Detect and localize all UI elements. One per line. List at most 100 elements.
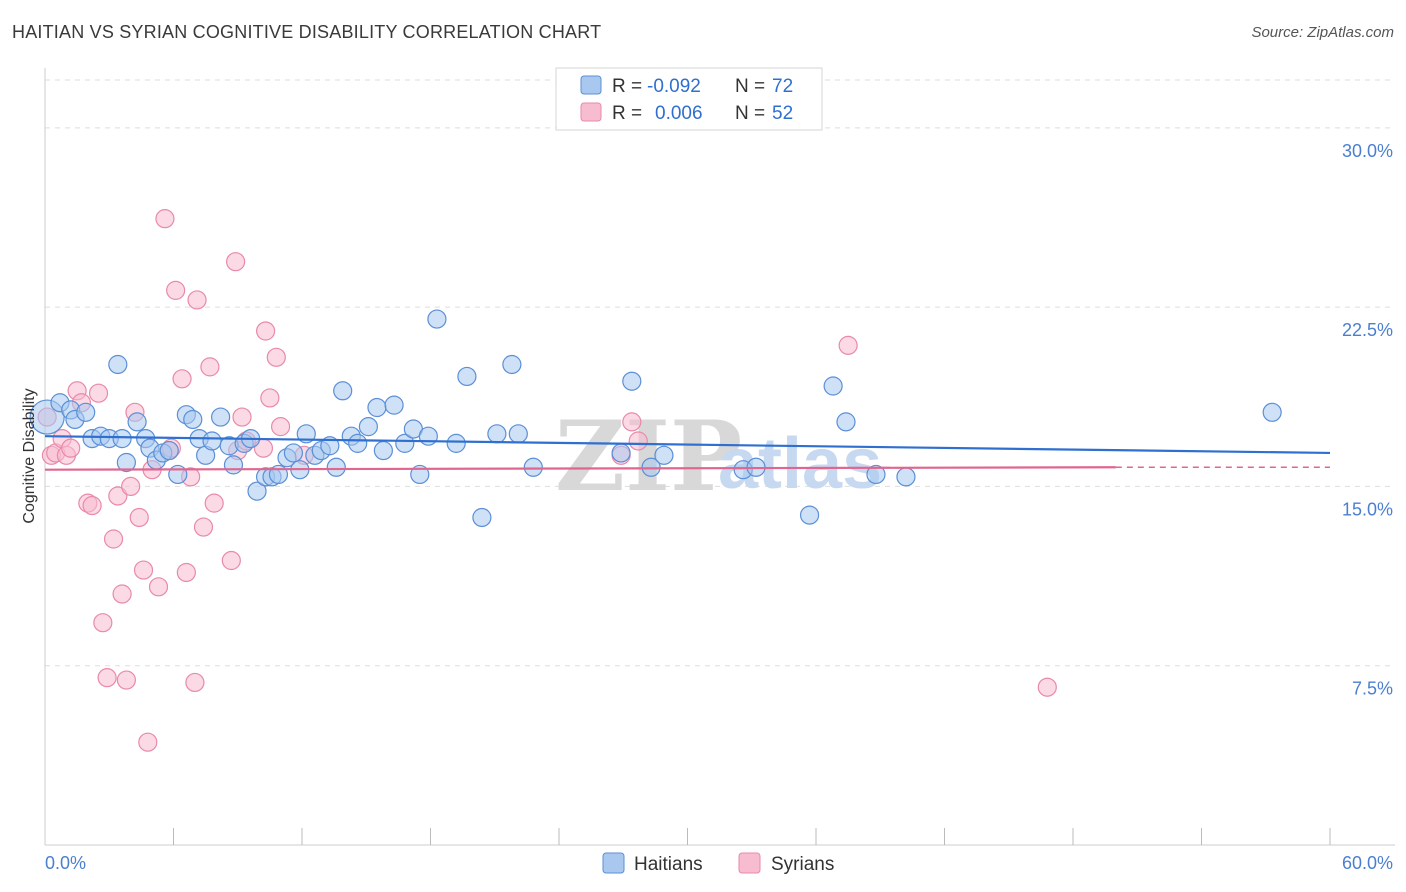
syrians-point (103, 529, 124, 549)
syrians-point (116, 670, 136, 690)
haitians-point (283, 443, 304, 463)
syrians-legend-label: Syrians (771, 854, 834, 875)
syrians-point (138, 732, 158, 752)
syrians-point (270, 417, 291, 437)
haitians-legend-swatch (580, 75, 602, 95)
haitians-point (112, 428, 132, 449)
syrians-r-label: R = (612, 103, 642, 124)
syrians-legend-swatch (580, 102, 602, 122)
haitians-point (384, 395, 404, 415)
haitians-point (159, 440, 179, 461)
syrians-point (226, 252, 246, 272)
syrians-point (88, 383, 109, 403)
y-tick-label: 15.0% (1342, 499, 1393, 519)
syrians-point (176, 562, 196, 583)
haitians-point (326, 457, 346, 477)
chart-title: HAITIAN VS SYRIAN COGNITIVE DISABILITY C… (12, 22, 602, 42)
haitians-n-value: 72 (772, 76, 793, 97)
haitians-trend-line (44, 435, 1331, 455)
syrians-point (133, 560, 154, 580)
haitians-point (1262, 402, 1282, 422)
haitians-point (168, 464, 188, 485)
haitians-swatch (602, 852, 625, 874)
syrians-trend-line (44, 466, 1116, 471)
syrians-n-value: 52 (772, 103, 793, 124)
haitians-point (223, 455, 244, 475)
haitians-point (654, 445, 674, 465)
syrians-r-value: 0.006 (655, 103, 703, 124)
haitians-point (611, 443, 631, 463)
syrians-point (129, 507, 149, 528)
haitians-point (799, 505, 820, 525)
haitians-point (373, 440, 393, 461)
syrians-n-label: N = (735, 103, 765, 124)
watermark: ZIP atlas (555, 400, 882, 513)
syrians-swatch (738, 852, 761, 874)
haitians-point (823, 376, 843, 396)
haitians-point (508, 424, 528, 444)
stats-legend: R = -0.092 N = 72 R = 0.006 N = 52 (555, 67, 823, 131)
series-legend: Haitians Syrians (602, 852, 834, 875)
syrians-point (838, 335, 858, 355)
syrians-point (108, 486, 128, 506)
haitians-r-label: R = (612, 76, 642, 97)
axes: 7.5% 15.0% 22.5% 30.0% 0.0% 60.0% (44, 68, 1395, 873)
y-tick-label: 7.5% (1352, 679, 1393, 699)
y-tick-label: 22.5% (1342, 320, 1393, 340)
syrians-point (1037, 677, 1057, 697)
y-tick-label: 30.0% (1342, 141, 1393, 161)
haitians-n-label: N = (735, 76, 765, 97)
haitians-point (348, 433, 368, 453)
haitians-point (358, 417, 378, 437)
haitians-point (76, 402, 96, 422)
y-axis-label: Cognitive Disability (21, 388, 38, 523)
haitians-point (211, 407, 231, 427)
haitians-point (108, 354, 128, 375)
watermark-zip: ZIP (555, 400, 742, 513)
haitians-r-value: -0.092 (647, 76, 701, 97)
haitians-point (427, 309, 447, 329)
syrians-point (622, 412, 642, 432)
syrians-point (628, 431, 648, 451)
haitians-point (116, 452, 136, 473)
haitians-point (247, 481, 267, 501)
haitians-point (472, 507, 492, 528)
syrians-point (61, 438, 81, 458)
haitians-point (896, 467, 916, 487)
haitians-point (523, 457, 543, 477)
syrians-point (232, 407, 252, 427)
haitians-point (296, 424, 316, 444)
haitians-point (183, 409, 203, 430)
haitians-point (622, 371, 642, 391)
syrians-point (200, 357, 220, 377)
syrians-point (82, 495, 102, 516)
haitians-point (127, 412, 147, 432)
syrians-point (185, 672, 205, 693)
haitians-point (446, 433, 466, 453)
haitians-point (395, 433, 415, 453)
syrians-point (221, 550, 241, 571)
haitians-point (487, 424, 507, 444)
haitians-point (836, 412, 856, 432)
syrians-point (193, 517, 214, 537)
syrians-point (260, 388, 280, 408)
syrians-point (93, 613, 113, 633)
data-points (29, 209, 1282, 752)
syrians-point (112, 584, 132, 604)
haitians-point (333, 381, 353, 401)
haitians-point (202, 431, 222, 451)
haitians-point (410, 464, 430, 485)
syrians-point (172, 369, 192, 389)
haitians-point (457, 366, 477, 387)
haitians-point (866, 464, 886, 485)
syrians-point (255, 321, 276, 341)
source-credit: Source: ZipAtlas.com (1251, 24, 1394, 41)
syrians-point (187, 290, 207, 310)
syrians-point (266, 347, 286, 367)
x-tick-label-min: 0.0% (45, 853, 86, 873)
trend-lines (44, 435, 1331, 471)
syrians-point (121, 476, 141, 497)
syrians-point (97, 668, 117, 688)
syrians-point (204, 493, 224, 513)
